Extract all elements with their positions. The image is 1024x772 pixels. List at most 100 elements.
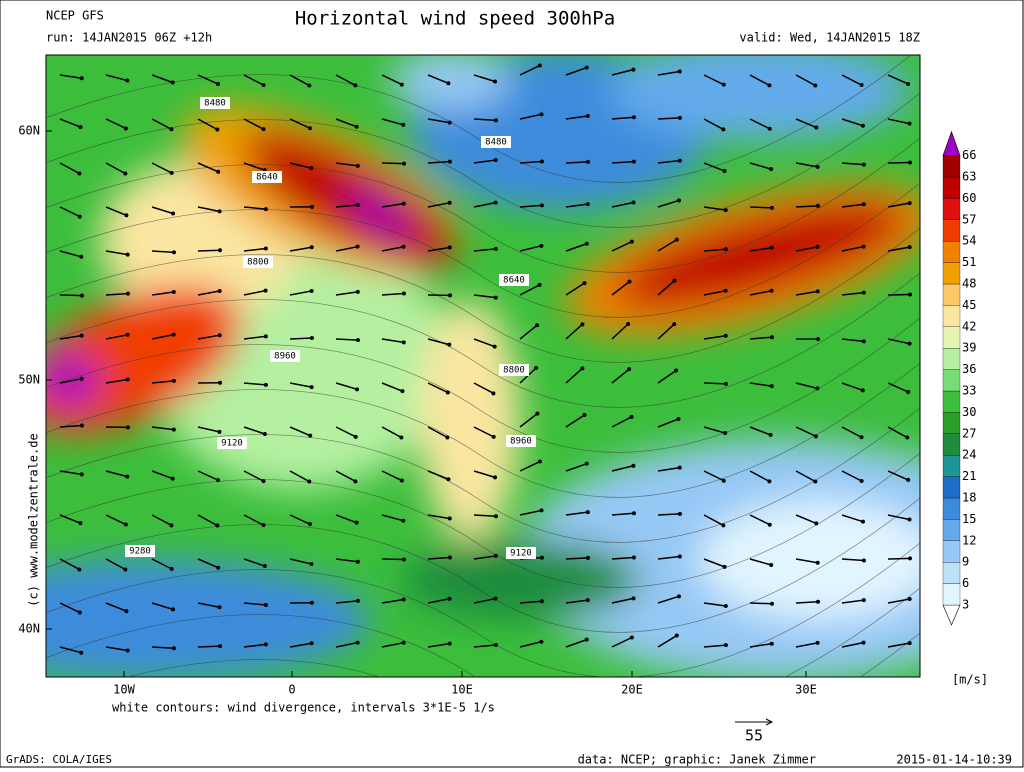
wind-vector-head: [723, 431, 727, 435]
wind-vector-head: [307, 84, 311, 88]
wind-vector-head: [356, 245, 360, 249]
wind-vector-head: [172, 428, 176, 432]
wind-vector-head: [632, 596, 636, 600]
wind-vector-head: [355, 521, 359, 525]
wind-vector-head: [678, 159, 682, 163]
wind-vector-head: [494, 118, 498, 122]
wind-vector-head: [356, 203, 360, 207]
wind-vector-head: [309, 166, 313, 170]
colorbar-swatch: [943, 263, 960, 284]
wind-vector-head: [448, 293, 452, 297]
wind-vector-head: [861, 388, 865, 392]
wind-vector-head: [446, 81, 450, 85]
wind-vector-head: [402, 598, 406, 602]
lon-label: 10E: [451, 683, 473, 697]
lat-label: 40N: [18, 622, 40, 636]
lon-label: 10W: [113, 683, 135, 697]
wind-vector: [888, 294, 910, 295]
wind-vector-head: [723, 565, 727, 569]
wind-vector-head: [770, 602, 774, 606]
wind-vector-head: [126, 253, 130, 257]
wind-vector-head: [126, 425, 130, 429]
wind-vector-head: [540, 599, 544, 603]
wind-vector-head: [80, 76, 84, 80]
colorbar-label: 27: [962, 426, 976, 440]
wind-vector: [750, 603, 772, 604]
wind-vector-head: [262, 127, 266, 131]
wind-vector-head: [814, 434, 818, 438]
wind-vector-head: [448, 121, 452, 125]
wind-vector: [198, 646, 220, 647]
wind-vector-head: [354, 435, 358, 439]
vector-scale: 55: [745, 727, 763, 745]
wind-vector-head: [861, 520, 865, 524]
wind-vector-head: [170, 171, 174, 175]
colorbar-label: 51: [962, 255, 976, 269]
wind-vector-head: [630, 415, 634, 419]
wind-vector-head: [816, 337, 820, 341]
contour-label: 8480: [485, 138, 507, 148]
wind-vector-head: [724, 382, 728, 386]
wind-vector-head: [770, 289, 774, 293]
wind-vector-head: [585, 66, 589, 70]
wind-vector-head: [630, 240, 634, 244]
colorbar-swatch: [943, 519, 960, 540]
colorbar-label: 36: [962, 362, 976, 376]
wind-vector-head: [264, 334, 268, 338]
wind-vector-head: [494, 247, 498, 251]
wind-vector-head: [402, 340, 406, 344]
wind-vector-head: [307, 480, 311, 484]
lat-label: 60N: [18, 124, 40, 138]
wind-vector-head: [124, 609, 128, 613]
wind-vector-head: [862, 163, 866, 167]
wind-vector-head: [632, 160, 636, 164]
wind-vector-head: [580, 322, 584, 326]
wind-vector-head: [402, 291, 406, 295]
wind-vector-head: [309, 562, 313, 566]
wind-vector-head: [263, 564, 267, 568]
wind-vector-head: [448, 516, 452, 520]
wind-vector-head: [539, 244, 543, 248]
wind-vector-head: [908, 556, 912, 560]
wind-vector-head: [724, 643, 728, 647]
wind-vector-head: [402, 162, 406, 166]
wind-vector-head: [722, 83, 726, 87]
wind-vector-head: [310, 385, 314, 389]
wind-vector-head: [172, 379, 176, 383]
wind-vector-head: [353, 479, 357, 483]
wind-vector-head: [677, 594, 681, 598]
lon-label: 30E: [795, 683, 817, 697]
wind-vector-head: [172, 646, 176, 650]
model: NCEP GFS: [46, 9, 104, 23]
wind-vector-head: [401, 519, 405, 523]
credit: data: NCEP; graphic: Janek Zimmer: [578, 753, 816, 767]
wind-vector-head: [816, 245, 820, 249]
wind-vector-head: [402, 245, 406, 249]
wind-vector-head: [446, 391, 450, 395]
colorbar-label: 30: [962, 405, 976, 419]
colorbar-label: 42: [962, 319, 976, 333]
wind-vector-head: [540, 556, 544, 560]
wind-vector-head: [124, 213, 128, 217]
wind-vector-head: [218, 209, 222, 213]
wind-vector-head: [356, 560, 360, 564]
wind-vector-head: [724, 604, 728, 608]
wind-vector-head: [78, 215, 82, 219]
wind-vector-head: [494, 158, 498, 162]
wind-vector-head: [217, 430, 221, 434]
wind-vector-head: [769, 167, 773, 171]
wind-vector-head: [402, 641, 406, 645]
wind-vector-head: [586, 598, 590, 602]
wind-vector-head: [675, 634, 679, 638]
wind-vector-head: [816, 561, 820, 565]
wind-vector-head: [126, 292, 130, 296]
wind-vector-head: [172, 290, 176, 294]
wind-vector-head: [724, 247, 728, 251]
wind-vector-head: [310, 641, 314, 645]
wind-vector-head: [632, 200, 636, 204]
wind-vector-head: [169, 127, 173, 131]
wind-vector-head: [310, 289, 314, 293]
wind-vector-head: [216, 478, 220, 482]
wind-vector-head: [769, 433, 773, 437]
wind-vector-head: [448, 597, 452, 601]
